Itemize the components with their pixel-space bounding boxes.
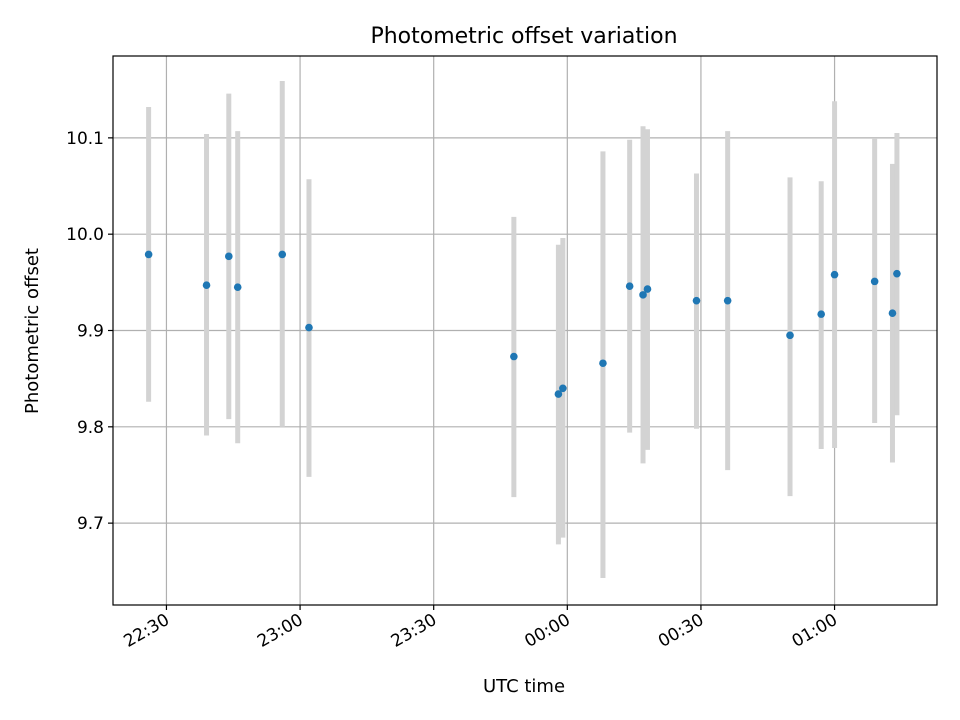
y-tick-label: 10.1 <box>66 129 104 149</box>
data-point <box>233 283 242 291</box>
data-point <box>554 390 563 398</box>
data-point <box>559 384 567 393</box>
y-axis-ticks: 9.7 9.8 9.9 10.0 10.1 <box>66 129 113 534</box>
x-axis-label: UTC time <box>483 676 565 697</box>
x-tick-label: 00:30 <box>655 610 707 652</box>
data-point <box>893 269 901 278</box>
data-point <box>830 270 839 279</box>
data-point <box>225 252 233 261</box>
data-point <box>202 281 211 290</box>
data-point <box>786 331 794 340</box>
chart-title: Photometric offset variation <box>370 24 677 49</box>
error-bars <box>146 81 900 579</box>
data-point <box>817 310 825 318</box>
data-point <box>144 250 153 259</box>
data-points <box>144 250 901 398</box>
y-tick-label: 9.9 <box>77 322 104 342</box>
data-point <box>278 250 287 259</box>
data-point <box>625 282 634 290</box>
x-tick-label: 00:00 <box>521 610 573 652</box>
data-point <box>692 296 701 305</box>
data-point <box>599 359 607 368</box>
data-point <box>510 352 518 361</box>
data-point <box>643 285 652 293</box>
x-tick-label: 22:30 <box>121 610 173 652</box>
y-tick-label: 10.0 <box>66 225 104 245</box>
y-tick-label: 9.8 <box>77 418 104 438</box>
y-axis-label: Photometric offset <box>22 248 43 414</box>
data-point <box>305 323 313 332</box>
data-point <box>870 277 879 286</box>
y-tick-label: 9.7 <box>77 514 104 534</box>
x-tick-label: 23:30 <box>388 610 440 652</box>
data-point <box>723 296 732 305</box>
x-tick-label: 23:00 <box>254 610 306 652</box>
x-tick-label: 01:00 <box>789 610 841 652</box>
data-point <box>888 309 897 317</box>
data-point <box>639 291 647 299</box>
x-axis-ticks: 22:30 23:00 23:30 00:00 00:30 01:00 <box>121 605 841 652</box>
